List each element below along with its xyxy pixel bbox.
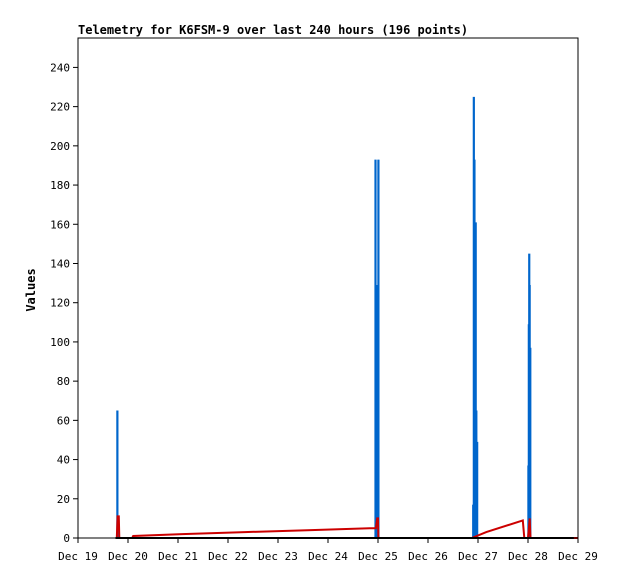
y-tick-label: 0 — [63, 532, 70, 545]
plot-area — [115, 96, 578, 539]
y-tick-label: 220 — [50, 101, 70, 114]
y-tick-label: 60 — [57, 414, 70, 427]
series-1 — [115, 515, 578, 539]
y-tick-label: 240 — [50, 61, 70, 74]
x-tick-label: Dec 28 — [508, 550, 548, 563]
y-tick-label: 180 — [50, 179, 70, 192]
x-tick-label: Dec 26 — [408, 550, 448, 563]
y-tick-label: 140 — [50, 257, 70, 270]
y-tick-label: 100 — [50, 336, 70, 349]
y-axis: 0 20 40 60 80 100 120 140 160 180 200 220 240 — [50, 61, 78, 545]
x-tick-label: Dec 25 — [358, 550, 398, 563]
y-tick-label: 120 — [50, 297, 70, 310]
x-tick-label: Dec 24 — [308, 550, 348, 563]
chart-title: Telemetry for K6FSM-9 over last 240 hour… — [78, 23, 468, 37]
x-tick-label: Dec 27 — [458, 550, 498, 563]
y-axis-label: Values — [24, 268, 38, 311]
x-tick-label: Dec 23 — [258, 550, 298, 563]
x-tick-label: Dec 19 — [58, 550, 98, 563]
y-tick-label: 20 — [57, 493, 70, 506]
y-tick-label: 160 — [50, 218, 70, 231]
y-tick-label: 40 — [57, 454, 70, 467]
x-tick-label: Dec 22 — [208, 550, 248, 563]
x-tick-label: Dec 29 — [558, 550, 598, 563]
x-tick-label: Dec 21 — [158, 550, 198, 563]
x-axis: Dec 19 Dec 20 Dec 21 Dec 22 Dec 23 Dec 24 Dec … — [58, 538, 598, 563]
y-tick-label: 200 — [50, 140, 70, 153]
x-tick-label: Dec 20 — [108, 550, 148, 563]
plot-frame — [77, 37, 579, 539]
series-0 — [116, 96, 532, 538]
series-line — [115, 515, 578, 539]
y-tick-label: 80 — [57, 375, 70, 388]
